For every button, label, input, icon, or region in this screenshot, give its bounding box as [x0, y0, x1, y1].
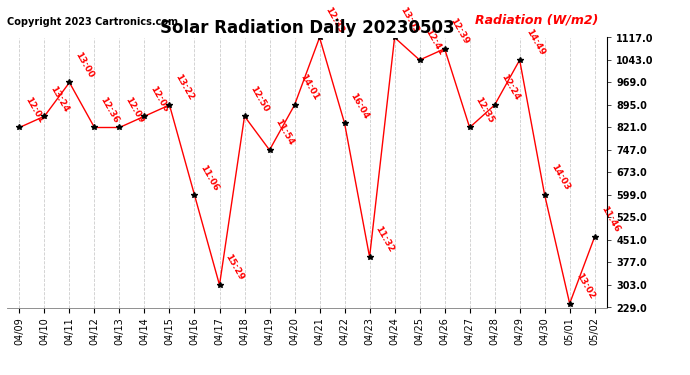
Text: 12:39: 12:39	[448, 16, 471, 46]
Text: 13:00: 13:00	[74, 51, 96, 80]
Text: 11:54: 11:54	[274, 118, 296, 147]
Text: 16:04: 16:04	[348, 91, 371, 120]
Text: Copyright 2023 Cartronics.com: Copyright 2023 Cartronics.com	[7, 17, 178, 27]
Text: 12:01: 12:01	[23, 96, 46, 125]
Text: 14:49: 14:49	[524, 28, 546, 57]
Text: 11:06: 11:06	[199, 163, 221, 192]
Text: 11:32: 11:32	[374, 225, 396, 254]
Text: 12:50: 12:50	[248, 84, 270, 114]
Text: 12:33: 12:33	[324, 5, 346, 35]
Text: 12:41: 12:41	[424, 28, 446, 57]
Text: 12:35: 12:35	[474, 95, 496, 125]
Text: 13:03: 13:03	[399, 6, 421, 35]
Text: 14:01: 14:01	[299, 73, 321, 102]
Text: Radiation (W/m2): Radiation (W/m2)	[475, 14, 598, 27]
Text: 12:24: 12:24	[499, 73, 521, 102]
Text: 12:06: 12:06	[148, 84, 170, 114]
Text: 15:29: 15:29	[224, 253, 246, 282]
Text: 12:36: 12:36	[99, 95, 121, 125]
Text: 12:09: 12:09	[124, 95, 146, 125]
Text: 11:46: 11:46	[599, 204, 621, 234]
Text: 13:02: 13:02	[574, 272, 596, 301]
Text: 13:22: 13:22	[174, 73, 196, 102]
Text: 13:24: 13:24	[48, 84, 71, 114]
Title: Solar Radiation Daily 20230503: Solar Radiation Daily 20230503	[160, 20, 454, 38]
Text: 14:03: 14:03	[549, 163, 571, 192]
